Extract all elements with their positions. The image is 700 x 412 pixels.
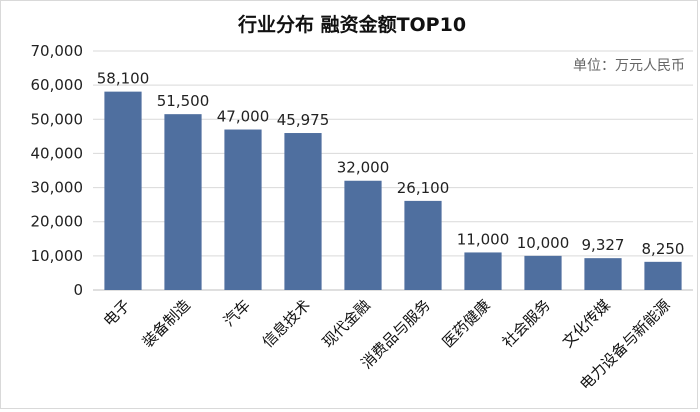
- x-tick-label: 社会服务: [499, 296, 554, 351]
- data-label: 10,000: [517, 234, 570, 252]
- x-tick-label: 汽车: [220, 296, 254, 330]
- bar-6: [464, 252, 502, 290]
- y-tick-label: 50,000: [31, 110, 84, 128]
- x-tick-label: 文化传媒: [559, 296, 614, 351]
- data-label: 58,100: [97, 70, 150, 88]
- bar-0: [104, 91, 142, 290]
- bar-7: [524, 255, 562, 290]
- y-tick-label: 40,000: [31, 144, 84, 162]
- data-label: 32,000: [337, 159, 390, 177]
- y-tick-label: 60,000: [31, 76, 84, 94]
- y-tick-label: 70,000: [31, 42, 84, 60]
- x-tick-label: 现代金融: [319, 296, 374, 351]
- bar-5: [404, 200, 442, 290]
- bar-9: [644, 261, 682, 290]
- y-tick-label: 10,000: [31, 247, 84, 265]
- y-tick-label: 20,000: [31, 213, 84, 231]
- data-label: 47,000: [217, 108, 270, 126]
- bar-3: [284, 133, 322, 290]
- data-label: 45,975: [277, 111, 330, 129]
- data-label: 9,327: [582, 236, 625, 254]
- unit-label: 单位：万元人民币: [573, 58, 685, 74]
- bar-1: [164, 114, 202, 291]
- bar-8: [584, 258, 622, 290]
- y-axis-ticks: 0 10,000 20,000 30,000 40,000 50,000 60,000 70,…: [31, 42, 84, 299]
- y-tick-label: 0: [73, 281, 83, 299]
- data-label: 8,250: [642, 240, 685, 258]
- bar-4: [344, 180, 382, 290]
- bars: [104, 91, 682, 291]
- data-labels: 58,100 51,500 47,000 45,975 32,000 26,100 11,0…: [97, 70, 685, 258]
- bar-2: [224, 129, 262, 290]
- data-label: 51,500: [157, 92, 210, 110]
- x-tick-label: 电子: [100, 296, 134, 330]
- x-tick-label: 信息技术: [259, 296, 314, 351]
- x-tick-label: 医药健康: [439, 296, 494, 351]
- y-tick-label: 30,000: [31, 179, 84, 197]
- x-tick-label: 装备制造: [139, 296, 194, 351]
- data-label: 26,100: [397, 179, 450, 197]
- chart-title: 行业分布 融资金额TOP10: [237, 13, 466, 36]
- data-label: 11,000: [457, 230, 510, 248]
